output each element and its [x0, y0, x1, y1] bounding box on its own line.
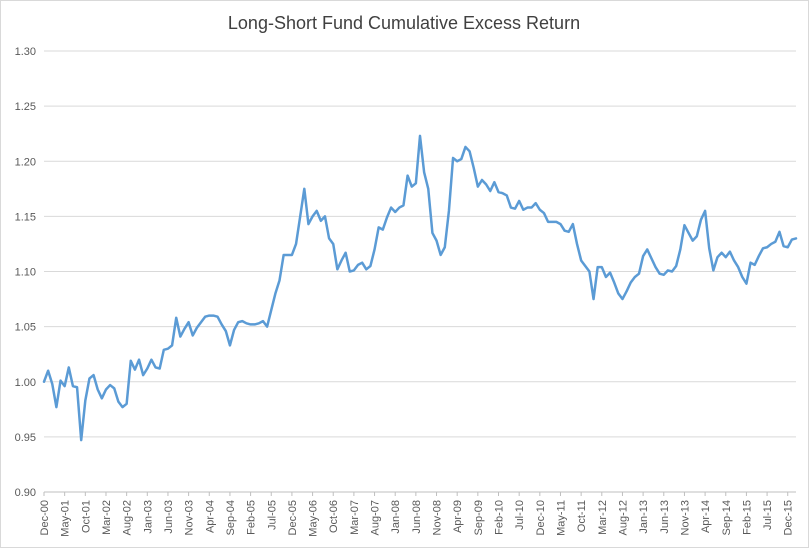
- gridlines: [44, 50, 796, 493]
- y-axis: 0.90 0.95 1.00 1.05 1.10 1.15 1.20 1.25 1.30: [15, 46, 36, 499]
- y-tick-label: 1.10: [15, 267, 36, 279]
- x-tick-label: Sep-09: [473, 500, 485, 535]
- y-tick-label: 1.15: [15, 211, 36, 223]
- x-tick-label: Mar-12: [597, 500, 609, 535]
- y-tick-label: 0.90: [15, 487, 36, 499]
- x-tick-label: Apr-04: [204, 500, 216, 533]
- x-tick-label: May-11: [555, 500, 567, 536]
- cumulative-return-line: [42, 134, 798, 442]
- x-tick-label: Jul-10: [514, 500, 526, 530]
- x-tick-label: Aug-02: [122, 500, 134, 535]
- x-tick-label: Jun-08: [411, 500, 423, 534]
- x-tick-label: Aug-07: [370, 500, 382, 535]
- x-tick-label: Jun-13: [659, 500, 671, 534]
- x-tick-label: Feb-10: [494, 500, 506, 535]
- x-tick-label: Dec-15: [783, 500, 795, 535]
- x-tick-label: Jan-13: [638, 500, 650, 534]
- x-tick-label: Nov-08: [432, 500, 444, 535]
- x-tick-label: Nov-03: [184, 500, 196, 535]
- x-tick-label: Feb-05: [246, 500, 258, 535]
- chart-title: Long-Short Fund Cumulative Excess Return: [228, 13, 580, 33]
- x-tick-label: May-01: [60, 500, 72, 537]
- series-layer: [42, 134, 798, 442]
- x-tick-label: Feb-15: [741, 500, 753, 535]
- x-tick-label: Jan-03: [142, 500, 154, 534]
- x-tick-label: Sep-04: [225, 500, 237, 535]
- x-tick-label: Jul-05: [266, 500, 278, 530]
- x-tick-label: Dec-05: [287, 500, 299, 535]
- y-tick-label: 1.05: [15, 322, 36, 334]
- y-tick-label: 0.95: [15, 432, 36, 444]
- x-tick-label: Dec-10: [535, 500, 547, 535]
- x-tick-label: Jun-03: [163, 500, 175, 534]
- x-tick-label: Mar-02: [101, 500, 113, 535]
- x-tick-label: Apr-09: [452, 500, 464, 533]
- x-tick-label: Jul-15: [762, 500, 774, 530]
- x-tick-label: Oct-06: [328, 500, 340, 533]
- x-tick-label: Dec-00: [39, 500, 51, 535]
- x-tick-label: Mar-07: [349, 500, 361, 535]
- x-tick-label: Apr-14: [700, 500, 712, 533]
- x-tick-label: Oct-11: [576, 500, 588, 532]
- x-axis: Dec-00 May-01 Oct-01 Mar-02 Aug-02 Jan-03 Jun-…: [39, 492, 795, 537]
- x-tick-label: Aug-12: [617, 500, 629, 535]
- x-tick-label: Jan-08: [390, 500, 402, 534]
- x-tick-label: Nov-13: [679, 500, 691, 535]
- y-tick-label: 1.30: [15, 46, 36, 58]
- x-tick-label: Oct-01: [80, 500, 92, 533]
- y-tick-label: 1.25: [15, 101, 36, 113]
- x-tick-label: Sep-14: [721, 500, 733, 535]
- y-tick-label: 1.20: [15, 156, 36, 168]
- y-tick-label: 1.00: [15, 377, 36, 389]
- x-tick-label: May-06: [308, 500, 320, 537]
